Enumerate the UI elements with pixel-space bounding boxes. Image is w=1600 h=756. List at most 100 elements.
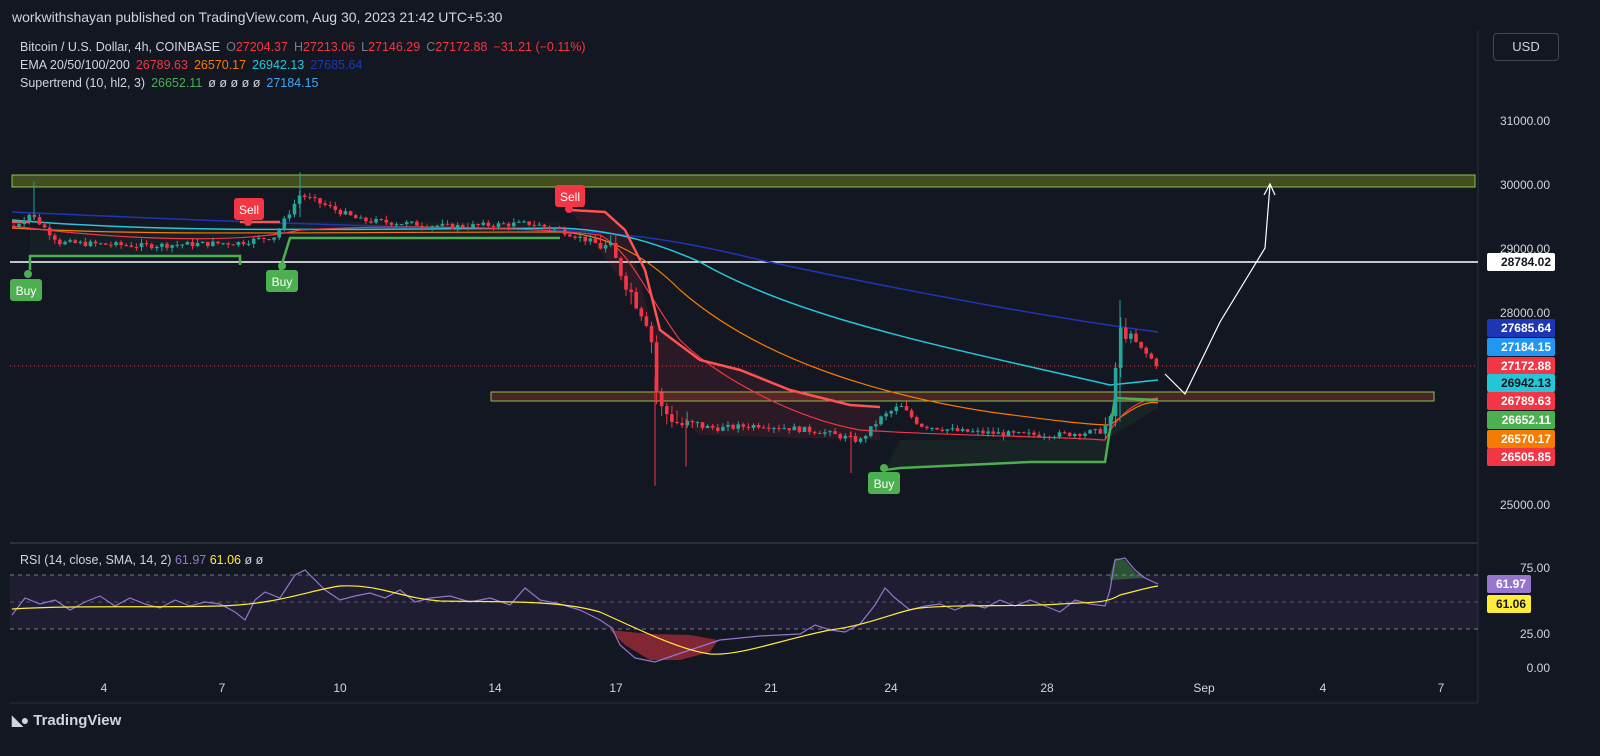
candle-body (619, 258, 623, 276)
candle-body (313, 197, 317, 199)
candle-body (338, 209, 343, 215)
candle-body (496, 223, 501, 228)
candle-body (935, 427, 939, 430)
low-label: L (361, 40, 369, 54)
support-zone[interactable] (490, 391, 1435, 402)
candle-body (726, 424, 730, 427)
signal-buy-1[interactable]: Buy (10, 270, 42, 301)
legend-supertrend-row[interactable]: Supertrend (10, hl2, 3) 26652.11 ø ø ø ø ø… (20, 74, 592, 92)
candle-body (53, 235, 57, 240)
candle-body (853, 435, 858, 442)
candle-body (369, 221, 373, 223)
signal-buy-3[interactable]: Buy (868, 464, 900, 494)
candlestick-series[interactable] (12, 172, 1159, 486)
candle-body (435, 225, 440, 227)
chart-legend: Bitcoin / U.S. Dollar, 4h, COINBASE O2720… (20, 38, 592, 92)
candle-body (206, 241, 210, 247)
time-tick-label: 21 (764, 681, 778, 695)
candle-body (1011, 431, 1016, 433)
candle-body (930, 427, 934, 429)
candle-body (690, 420, 695, 423)
candle-body (190, 242, 195, 247)
rsi-sma-line[interactable] (11, 585, 1159, 655)
currency-button[interactable]: USD (1493, 33, 1559, 61)
time-tick-label: 4 (101, 681, 108, 695)
candle-body (83, 241, 88, 247)
candle-body (777, 427, 781, 429)
candle-body (945, 429, 950, 431)
signal-buy-2[interactable]: Buy (266, 262, 298, 292)
candle-body (328, 204, 332, 207)
candle-body (139, 243, 144, 247)
candle-body (761, 427, 766, 429)
candle-body (542, 224, 547, 227)
candle-body (573, 236, 577, 238)
candle-body (389, 222, 394, 225)
signal-sell-2-label: Sell (560, 190, 580, 204)
candle-body (721, 426, 725, 431)
open-value: 27204.37 (235, 40, 288, 54)
rsi-tick-label: 0.00 (1527, 661, 1551, 675)
supertrend-up-line-3[interactable] (884, 396, 1159, 472)
price-badge (1487, 411, 1555, 429)
supertrend-down-line-2[interactable] (569, 208, 881, 409)
rsi-axis[interactable]: 0.00 25.00 75.00 (1520, 561, 1550, 675)
symbol-title[interactable]: Bitcoin / U.S. Dollar, 4h, COINBASE (20, 40, 221, 54)
resistance-zone[interactable] (11, 174, 1476, 188)
supertrend-value-2: 27184.15 (266, 76, 319, 90)
candle-body (262, 237, 266, 240)
candle-body (1093, 429, 1097, 431)
time-axis[interactable]: 4 7 10 14 17 21 24 28 Sep 4 7 (101, 681, 1445, 695)
candle-body (986, 431, 990, 434)
legend-ema-row[interactable]: EMA 20/50/100/200 26789.63 26570.17 26942.1… (20, 56, 592, 74)
candle-body (88, 241, 93, 247)
candle-body (445, 223, 450, 225)
candle-body (348, 211, 353, 216)
candle-body (22, 220, 26, 224)
rsi-band-fill (10, 575, 1478, 629)
rsi-badge (1487, 595, 1531, 613)
rsi-value: 61.97 (174, 553, 207, 567)
supertrend-fill-1 (30, 228, 240, 256)
signal-sell-1-label: Sell (239, 203, 259, 217)
ema100-line[interactable] (11, 219, 1159, 386)
brand-name: TradingView (33, 712, 122, 729)
supertrend-up-line-1[interactable] (28, 254, 242, 270)
candle-body (1047, 436, 1052, 438)
rsi-empty: ø ø (244, 553, 264, 567)
ema-label[interactable]: EMA 20/50/100/200 (20, 58, 130, 72)
footer-brand[interactable]: ◣● TradingView (12, 712, 121, 729)
rsi-legend[interactable]: RSI (14, close, SMA, 14, 2) 61.97 61.06 … (20, 553, 263, 567)
candle-body (404, 222, 409, 225)
supertrend-up-line-2[interactable] (278, 236, 560, 271)
signal-sell-1[interactable]: Sell (234, 198, 264, 226)
candle-body (231, 244, 236, 246)
candle-body (1052, 436, 1057, 438)
rsi-line[interactable] (11, 557, 1159, 663)
candle-body (415, 221, 419, 226)
candle-body (568, 234, 572, 237)
candle-body (716, 427, 720, 431)
signal-sell-2[interactable]: Sell (555, 185, 585, 213)
ema200-line[interactable] (11, 211, 1159, 333)
candle-body (282, 218, 287, 230)
candle-body (756, 425, 761, 428)
projection-path[interactable] (1164, 184, 1271, 396)
candle-body (899, 406, 904, 408)
ema20-line[interactable] (11, 225, 1159, 441)
candle-body (1022, 432, 1026, 434)
supertrend-label[interactable]: Supertrend (10, hl2, 3) (20, 76, 146, 90)
candle-body (614, 242, 618, 259)
ema50-line[interactable] (11, 227, 1159, 426)
high-label: H (293, 40, 303, 54)
price-axis[interactable]: 25000.00 28000.00 29000.00 30000.00 31000.00 (1500, 114, 1550, 512)
candle-body (838, 434, 842, 439)
rsi-label[interactable]: RSI (14, close, SMA, 14, 2) (20, 553, 172, 567)
candle-body (267, 239, 271, 241)
candle-body (981, 430, 985, 434)
candle-body (634, 291, 638, 309)
candle-body (557, 228, 562, 230)
projection-arrowhead (1263, 182, 1276, 196)
legend-symbol-row[interactable]: Bitcoin / U.S. Dollar, 4h, COINBASE O2720… (20, 38, 592, 56)
